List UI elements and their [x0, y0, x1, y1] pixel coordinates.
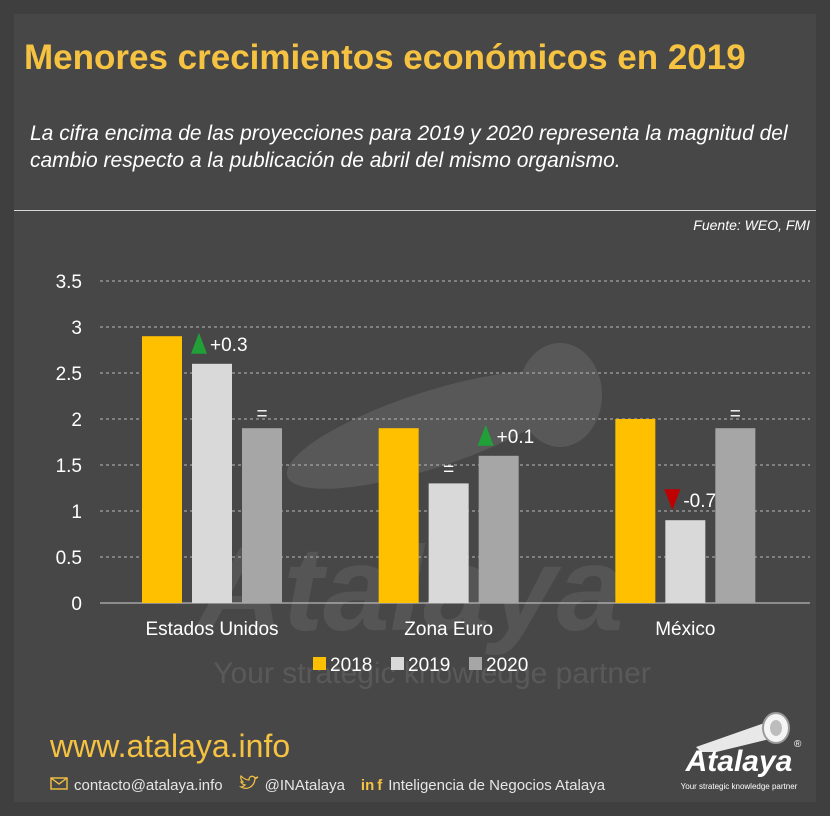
data-label: +0.3: [210, 335, 248, 356]
increase-arrow-icon: [191, 332, 207, 354]
y-tick-label: 3.5: [56, 272, 82, 293]
telescope-icon: ®: [696, 712, 802, 755]
svg-text:®: ®: [794, 739, 802, 750]
legend-label: 2019: [408, 655, 450, 676]
legend-swatch: [469, 657, 482, 670]
twitter-icon: [238, 774, 259, 795]
social-label[interactable]: Inteligencia de Negocios Atalaya: [388, 776, 606, 794]
y-tick-label: 1: [71, 502, 82, 523]
atalaya-logo: ® Atalaya Your strategic knowledge partn…: [674, 707, 804, 797]
data-label: =: [256, 404, 267, 425]
data-label: -0.7: [683, 491, 716, 512]
bar: [192, 363, 232, 603]
divider: [14, 210, 816, 211]
bar: [378, 428, 419, 603]
data-label: =: [443, 459, 454, 480]
x-category-label: Zona Euro: [404, 619, 493, 640]
decrease-arrow-icon: [664, 489, 681, 511]
legend-swatch: [313, 657, 326, 670]
y-tick-label: 3: [71, 318, 82, 339]
bar: [478, 455, 519, 603]
source-note: Fuente: WEO, FMI: [693, 217, 810, 233]
legend-label: 2018: [330, 655, 372, 676]
bar: [142, 336, 182, 603]
x-category-label: Estados Unidos: [145, 619, 278, 640]
contact-row: contacto@atalaya.info @INAtalaya in f In…: [50, 774, 606, 795]
y-tick-label: 2: [71, 410, 82, 431]
data-label: +0.1: [497, 427, 535, 448]
x-category-label: México: [655, 619, 715, 640]
logo-tagline: Your strategic knowledge partner: [680, 782, 798, 791]
facebook-icon: f: [377, 776, 383, 794]
bar: [615, 419, 656, 603]
page-subtitle: La cifra encima de las proyecciones para…: [30, 122, 788, 172]
mail-icon: [50, 776, 68, 794]
bar: [665, 520, 706, 603]
linkedin-icon: in: [360, 776, 375, 794]
page-title: Menores crecimientos económicos en 2019: [24, 38, 746, 77]
contact-email[interactable]: contacto@atalaya.info: [74, 776, 223, 794]
y-tick-label: 1.5: [56, 456, 82, 477]
twitter-handle[interactable]: @INAtalaya: [264, 776, 345, 794]
logo-wordmark: Atalaya: [685, 745, 793, 778]
increase-arrow-icon: [477, 424, 494, 446]
legend-swatch: [391, 657, 404, 670]
y-tick-label: 0.5: [56, 548, 82, 569]
y-tick-label: 2.5: [56, 364, 82, 385]
bar: [715, 428, 756, 603]
y-tick-label: 0: [71, 594, 82, 615]
data-label: =: [730, 404, 741, 425]
website-link[interactable]: www.atalaya.info: [50, 728, 291, 764]
bar: [242, 428, 282, 603]
bar-chart: 0 0.5 1 1.5 2 2.5 3 3.5 Estados Unidos Zona Euro M…: [56, 272, 810, 676]
legend-label: 2020: [486, 655, 528, 676]
bar: [428, 483, 469, 603]
